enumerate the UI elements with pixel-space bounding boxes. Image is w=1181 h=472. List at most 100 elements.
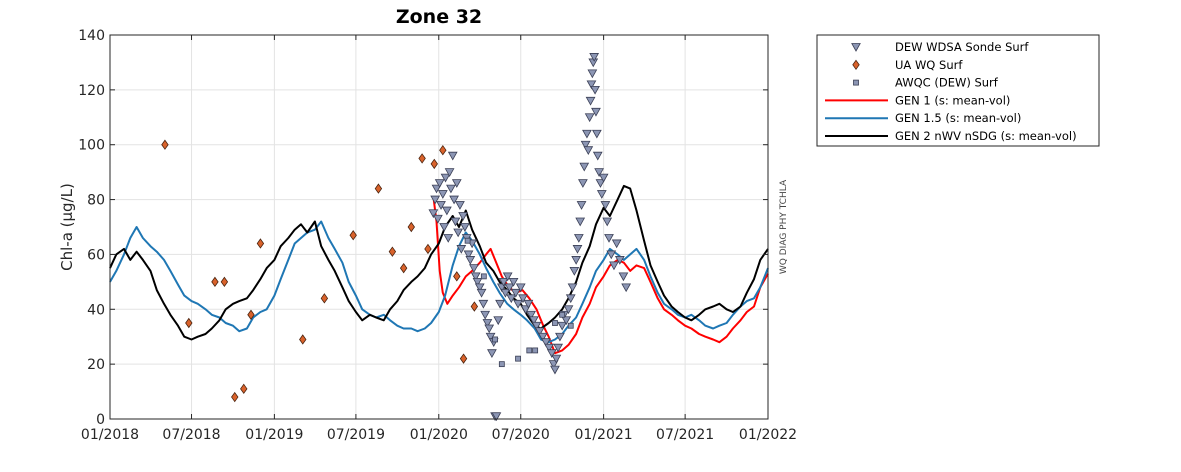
data-point bbox=[569, 266, 580, 276]
data-point bbox=[493, 316, 504, 326]
y-tick-label: 0 bbox=[96, 412, 105, 428]
data-point bbox=[459, 353, 468, 364]
y-tick-label: 120 bbox=[78, 83, 105, 99]
y-tick-label: 60 bbox=[87, 247, 105, 263]
data-point bbox=[528, 316, 539, 326]
data-point bbox=[567, 283, 578, 293]
data-point bbox=[618, 272, 629, 282]
data-point bbox=[576, 201, 587, 210]
data-point bbox=[557, 321, 568, 331]
data-point bbox=[430, 158, 438, 170]
data-point bbox=[470, 301, 479, 312]
data-point bbox=[161, 139, 169, 150]
data-point bbox=[451, 179, 462, 188]
y-tick-label: 20 bbox=[87, 357, 105, 373]
data-point bbox=[541, 338, 551, 348]
data-point bbox=[220, 276, 229, 288]
data-point bbox=[526, 310, 536, 320]
legend-marker bbox=[852, 59, 860, 70]
data-point bbox=[450, 217, 461, 227]
data-point bbox=[590, 85, 600, 95]
data-point bbox=[484, 324, 495, 334]
y-tick-label: 80 bbox=[87, 193, 105, 209]
data-point bbox=[596, 190, 607, 199]
data-point bbox=[446, 184, 456, 194]
data-point bbox=[583, 146, 594, 156]
data-point bbox=[456, 245, 467, 254]
data-point bbox=[520, 305, 531, 315]
data-point bbox=[443, 234, 454, 243]
series-line bbox=[109, 220, 769, 344]
data-point bbox=[463, 250, 474, 260]
data-point bbox=[495, 299, 505, 309]
data-point bbox=[591, 107, 601, 117]
series-line bbox=[109, 184, 769, 341]
data-point bbox=[586, 80, 597, 90]
data-point bbox=[487, 349, 497, 358]
data-point bbox=[548, 360, 559, 369]
legend-entry-label: AWQC (DEW) Surf bbox=[895, 76, 999, 90]
x-tick-label: 01/2022 bbox=[739, 427, 797, 443]
data-point bbox=[508, 277, 519, 287]
data-point bbox=[518, 294, 528, 304]
data-point bbox=[567, 322, 574, 329]
data-point bbox=[513, 299, 523, 309]
data-point bbox=[299, 334, 307, 345]
legend-entry-label: GEN 2 nWV nSDG (s: mean-vol) bbox=[895, 129, 1077, 143]
x-tick-label: 07/2021 bbox=[656, 427, 714, 443]
data-point bbox=[515, 283, 526, 293]
data-point bbox=[523, 299, 534, 309]
data-point bbox=[582, 129, 592, 139]
data-point bbox=[515, 355, 521, 362]
data-point bbox=[498, 361, 505, 368]
data-point bbox=[550, 365, 560, 375]
data-point bbox=[449, 195, 459, 205]
data-point bbox=[604, 234, 614, 243]
x-tick-label: 01/2018 bbox=[81, 427, 139, 443]
data-point bbox=[460, 223, 470, 232]
data-point bbox=[476, 288, 487, 298]
data-point bbox=[418, 153, 426, 164]
data-point bbox=[571, 256, 582, 265]
legend-entry-label: GEN 1.5 (s: mean-vol) bbox=[895, 111, 1021, 125]
data-point bbox=[428, 209, 439, 219]
data-point bbox=[602, 217, 613, 227]
data-point bbox=[579, 162, 590, 172]
data-point bbox=[469, 264, 479, 273]
data-point bbox=[434, 179, 445, 188]
data-point bbox=[578, 179, 588, 188]
legend-entry-label: DEW WDSA Sonde Surf bbox=[895, 40, 1029, 54]
data-point bbox=[592, 151, 603, 161]
series-scatter bbox=[464, 237, 574, 368]
y-tick-label: 100 bbox=[78, 138, 105, 154]
data-point bbox=[552, 320, 558, 326]
data-point bbox=[447, 151, 458, 161]
data-point bbox=[526, 347, 533, 354]
data-point bbox=[531, 321, 542, 331]
grid bbox=[109, 34, 769, 420]
data-point bbox=[587, 69, 598, 79]
data-point bbox=[546, 349, 557, 358]
data-point bbox=[407, 221, 415, 233]
data-point bbox=[500, 288, 511, 298]
data-point bbox=[374, 183, 383, 194]
series-scatter bbox=[161, 139, 479, 403]
data-point bbox=[594, 168, 604, 177]
chart-title: Zone 32 bbox=[396, 6, 482, 28]
data-point bbox=[470, 272, 481, 282]
side-label: WQ DIAG PHY TCHLA bbox=[779, 179, 789, 274]
data-point bbox=[585, 96, 596, 106]
data-point bbox=[439, 145, 447, 156]
data-point bbox=[506, 294, 517, 304]
data-point bbox=[436, 201, 446, 210]
y-tick-label: 140 bbox=[78, 28, 105, 44]
data-point bbox=[240, 383, 248, 395]
data-point bbox=[431, 184, 442, 194]
data-point bbox=[611, 239, 622, 249]
data-point bbox=[440, 173, 451, 183]
data-point bbox=[584, 113, 595, 123]
data-point bbox=[589, 53, 600, 62]
data-point bbox=[492, 336, 498, 343]
data-point bbox=[491, 412, 502, 422]
